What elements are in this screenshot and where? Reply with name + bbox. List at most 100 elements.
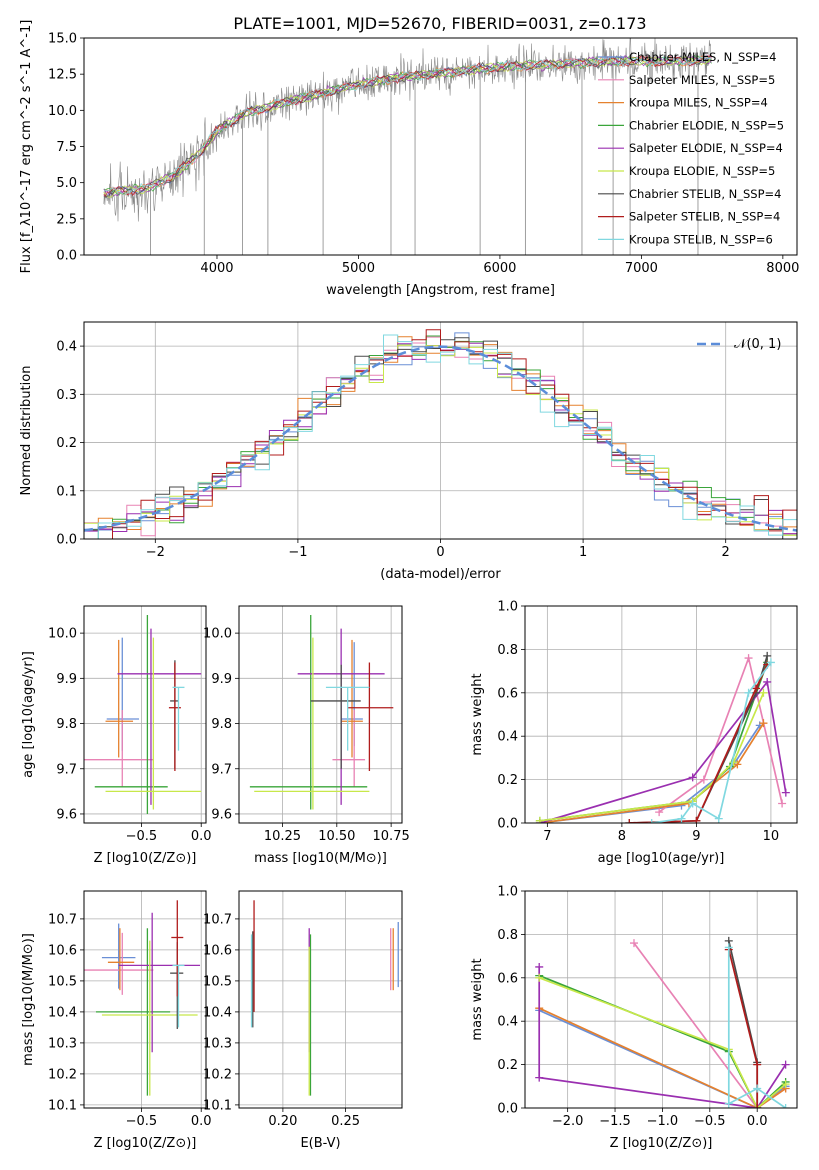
age_vs_mass-xtick-label: 10.25 <box>264 829 301 844</box>
weight_vs_Z-xtick-label: 0.0 <box>747 1114 768 1129</box>
weight_vs_Z-xlabel: Z [log10(Z/Z⊙)] <box>610 1136 713 1151</box>
age_vs_Z-xtick-label: −0.5 <box>126 829 158 844</box>
residuals-xtick-label: 1 <box>579 545 587 560</box>
spectrum-ytick-label: 12.5 <box>48 68 77 83</box>
mass-weight-line <box>629 655 769 823</box>
residuals-xtick-label: −2 <box>146 545 165 560</box>
age_vs_mass-plot-area <box>249 615 394 810</box>
mass-weight-marker <box>535 1073 544 1082</box>
mass-weight-marker <box>744 654 753 663</box>
normal-reference-curve <box>84 345 797 532</box>
age_vs_mass-ytick-label: 9.9 <box>211 672 232 687</box>
mass-weight-marker <box>781 788 790 797</box>
age_vs_Z-xlabel: Z [log10(Z/Z⊙)] <box>94 851 197 866</box>
age_vs_mass-xlabel: mass [log10(M/M⊙)] <box>254 851 387 866</box>
mass-weight-marker <box>752 684 761 693</box>
age_vs_mass-xtick-label: 10.50 <box>318 829 355 844</box>
weight_vs_Z-ytick-label: 0.2 <box>497 1058 518 1073</box>
mass-weight-marker <box>753 1060 762 1069</box>
mass-weight-marker <box>535 962 544 971</box>
mass_vs_EBV-axes: 0.20 0.25 10.1 10.2 10.3 10.4 10.5 10.6 10.7 E(B-… <box>203 890 403 1151</box>
spectrum-ytick-label: 0.0 <box>56 249 77 264</box>
spectrum-xtick-label: 5000 <box>342 261 375 276</box>
mass_vs_EBV-ytick-label: 10.7 <box>203 912 232 927</box>
spectrum-xtick-label: 8000 <box>766 261 799 276</box>
residuals-xtick-label: 2 <box>722 545 730 560</box>
weight_vs_age-xtick-label: 7 <box>543 829 551 844</box>
spectrum-ytick-label: 15.0 <box>48 32 77 47</box>
mass-weight-line <box>538 1009 787 1108</box>
weight_vs_age-ytick-label: 0.4 <box>497 730 518 745</box>
weight_vs_Z-ytick-label: 0.4 <box>497 1015 518 1030</box>
spectrum-ytick-label: 5.0 <box>56 176 77 191</box>
spectrum-data-line <box>103 38 713 222</box>
mass-weight-marker <box>781 1104 790 1108</box>
residuals-axes: −2 −1 0 1 2 0.0 0.1 0.2 0.3 0.4 (data-model)/error… <box>19 321 798 582</box>
weight_vs_Z-ytick-label: 0.8 <box>497 928 518 943</box>
mass-weight-marker <box>535 816 544 823</box>
age_vs_mass-xtick-label: 10.75 <box>373 829 410 844</box>
weight_vs_Z-axes: −2.0 −1.5 −1.0 −0.5 0.0 0.0 0.2 0.4 0.6 0.8 1.0 Z [… <box>470 885 798 1151</box>
weight_vs_Z-ytick-label: 0.0 <box>497 1102 518 1117</box>
residuals-ytick-label: 0.0 <box>56 533 77 548</box>
legend-label: Kroupa ELODIE, N_SSP=5 <box>629 164 775 178</box>
mass_vs_Z-ytick-label: 10.4 <box>48 1005 77 1020</box>
residuals-xlabel: (data-model)/error <box>380 567 501 582</box>
mass-weight-marker <box>629 939 638 948</box>
spectrum-ylabel: Flux [f_λ10^-17 erg cm^-2 s^-1 A^-1] <box>19 20 34 274</box>
age_vs_mass-ytick-label: 9.7 <box>211 762 232 777</box>
mass_vs_Z-ytick-label: 10.7 <box>48 912 77 927</box>
weight_vs_age-ytick-label: 0.2 <box>497 773 518 788</box>
weight_vs_age-ytick-label: 0.8 <box>497 643 518 658</box>
weight_vs_age-ytick-label: 1.0 <box>497 600 518 615</box>
mass-weight-line <box>539 692 765 822</box>
mass-weight-line <box>538 977 787 1108</box>
mass_vs_Z-xtick-label: 0.0 <box>191 1114 212 1129</box>
spectrum-model-line <box>103 54 712 196</box>
age_vs_mass-ytick-label: 9.8 <box>211 717 232 732</box>
legend-label: Salpeter STELIB, N_SSP=4 <box>629 210 780 224</box>
residuals-ytick-label: 0.1 <box>56 484 77 499</box>
weight_vs_age-xtick-label: 10 <box>763 829 780 844</box>
mass-weight-line <box>538 1007 787 1108</box>
residuals-ytick-label: 0.2 <box>56 436 77 451</box>
weight_vs_age-ytick-label: 0.0 <box>497 817 518 832</box>
residual-legend-label: 𝒩(0, 1) <box>734 337 781 352</box>
age_vs_Z-ytick-label: 10.0 <box>48 627 77 642</box>
mass_vs_EBV-xtick-label: 0.25 <box>331 1114 360 1129</box>
mass_vs_Z-ytick-label: 10.1 <box>48 1098 77 1113</box>
mass-weight-line <box>658 655 783 813</box>
weight_vs_Z-xtick-label: −0.5 <box>694 1114 726 1129</box>
age_vs_mass-axes: 10.25 10.50 10.75 9.6 9.7 9.8 9.9 10.0 mass [log… <box>203 605 410 866</box>
weight_vs_Z-ytick-label: 0.6 <box>497 971 518 986</box>
spectrum-ytick-label: 2.5 <box>56 212 77 227</box>
mass-weight-marker <box>655 808 664 817</box>
mass_vs_Z-frame <box>83 890 207 1109</box>
age_vs_Z-axes: −0.5 0.0 9.6 9.7 9.8 9.9 10.0 Z [log10(Z/Z⊙)] ag… <box>21 605 212 866</box>
mass_vs_EBV-ytick-label: 10.6 <box>203 943 232 958</box>
age_vs_Z-ytick-label: 9.8 <box>56 717 77 732</box>
spectrum-plot-area <box>103 38 713 255</box>
residual-histogram <box>84 329 797 539</box>
mass-weight-marker <box>647 819 656 823</box>
weight_vs_age-ytick-label: 0.6 <box>497 686 518 701</box>
mass_vs_EBV-xlabel: E(B-V) <box>300 1136 340 1151</box>
mass_vs_EBV-ytick-label: 10.2 <box>203 1067 232 1082</box>
weight_vs_Z-plot-area <box>535 936 790 1108</box>
mass-weight-marker <box>763 677 772 686</box>
mass_vs_Z-xtick-label: −0.5 <box>126 1114 158 1129</box>
mass-weight-line <box>727 949 759 1108</box>
mass-weight-marker <box>753 1084 762 1093</box>
legend-label: Salpeter MILES, N_SSP=5 <box>629 73 775 87</box>
mass-weight-marker <box>535 973 544 982</box>
spectrum-xtick-label: 7000 <box>625 261 658 276</box>
mass-weight-marker <box>724 943 733 952</box>
age_vs_Z-ytick-label: 9.9 <box>56 672 77 687</box>
residuals-xtick-label: 0 <box>436 545 444 560</box>
legend-label: Chabrier ELODIE, N_SSP=5 <box>629 118 784 132</box>
residuals-xtick-label: −1 <box>288 545 307 560</box>
age_vs_Z-ytick-label: 9.6 <box>56 807 77 822</box>
figure-title: PLATE=1001, MJD=52670, FIBERID=0031, z=0… <box>233 14 646 33</box>
spectrum-xlabel: wavelength [Angstrom, rest frame] <box>326 283 555 298</box>
spectrum-xtick-label: 4000 <box>200 261 233 276</box>
